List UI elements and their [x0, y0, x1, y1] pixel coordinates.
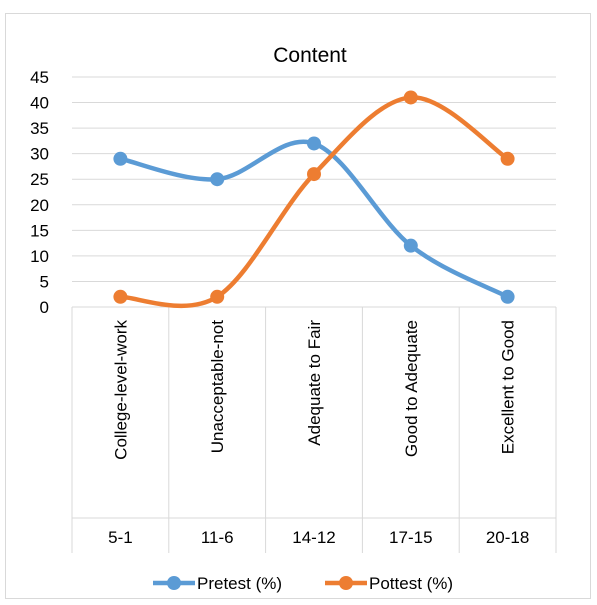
- chart-title: Content: [273, 44, 347, 67]
- data-point: [210, 172, 225, 187]
- data-point: [210, 289, 225, 304]
- series-lines: [113, 90, 515, 309]
- legend-marker: [167, 576, 181, 590]
- y-tick-label: 35: [30, 119, 49, 138]
- y-axis-ticks: 0 5 10 15 20 25 30 35 40 45: [30, 68, 49, 317]
- y-tick-label: 5: [40, 272, 49, 291]
- chart-frame: [5, 13, 591, 599]
- x-category-label: Unacceptable-not: [208, 320, 227, 454]
- data-point: [500, 289, 515, 304]
- series-1: [113, 136, 515, 304]
- x-category-label: College-level-work: [111, 320, 130, 460]
- y-tick-label: 15: [30, 221, 49, 240]
- data-point: [113, 289, 128, 304]
- data-point: [307, 136, 321, 151]
- y-tick-label: 40: [30, 94, 49, 113]
- x-range-label: 20-18: [486, 528, 529, 547]
- series-line: [118, 139, 510, 300]
- x-range-label: 5-1: [108, 528, 133, 547]
- series-line: [118, 95, 510, 309]
- data-point: [403, 238, 418, 253]
- x-range-label: 11-6: [201, 528, 234, 547]
- x-axis: College-level-work 5-1 Unacceptable-not 11-…: [71, 306, 557, 553]
- x-range-label: 17-15: [389, 528, 432, 547]
- legend-label: Pottest (%): [369, 574, 453, 593]
- legend-marker: [339, 576, 353, 590]
- legend-entry: Pottest (%): [325, 574, 453, 593]
- legend-entry: Pretest (%): [153, 574, 282, 593]
- legend: Pretest (%) Pottest (%): [153, 574, 453, 593]
- x-category-label: Good to Adequate: [402, 320, 421, 457]
- y-tick-label: 20: [30, 196, 49, 215]
- data-point: [500, 151, 515, 166]
- series-2: [113, 90, 515, 309]
- x-category-label: Excellent to Good: [499, 320, 518, 454]
- legend-label: Pretest (%): [197, 574, 282, 593]
- x-category-label: Adequate to Fair: [305, 320, 324, 446]
- y-tick-label: 30: [30, 145, 49, 164]
- y-tick-label: 25: [30, 170, 49, 189]
- y-tick-label: 0: [40, 298, 49, 317]
- data-point: [403, 90, 418, 105]
- data-point: [307, 167, 321, 182]
- y-tick-label: 10: [30, 247, 49, 266]
- y-tick-label: 45: [30, 68, 49, 87]
- x-range-label: 14-12: [292, 528, 335, 547]
- data-point: [113, 151, 128, 166]
